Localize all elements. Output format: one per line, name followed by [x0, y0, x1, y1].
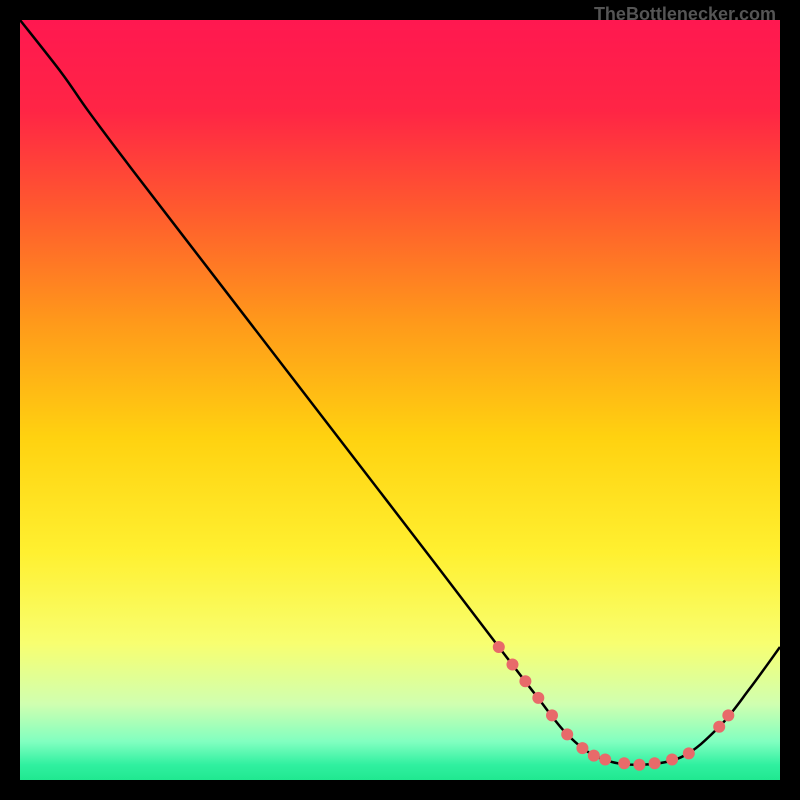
marker-point — [722, 709, 734, 721]
watermark-text: TheBottlenecker.com — [594, 4, 776, 25]
marker-point — [546, 709, 558, 721]
plot-svg — [20, 20, 780, 780]
curve-line — [20, 20, 780, 765]
markers-group — [493, 641, 735, 771]
marker-point — [649, 757, 661, 769]
marker-point — [519, 675, 531, 687]
marker-point — [588, 750, 600, 762]
marker-point — [633, 759, 645, 771]
marker-point — [561, 728, 573, 740]
marker-point — [576, 742, 588, 754]
marker-point — [532, 692, 544, 704]
marker-point — [506, 658, 518, 670]
marker-point — [683, 747, 695, 759]
marker-point — [493, 641, 505, 653]
marker-point — [713, 721, 725, 733]
marker-point — [618, 757, 630, 769]
marker-point — [599, 753, 611, 765]
marker-point — [666, 753, 678, 765]
chart-area — [20, 20, 780, 780]
